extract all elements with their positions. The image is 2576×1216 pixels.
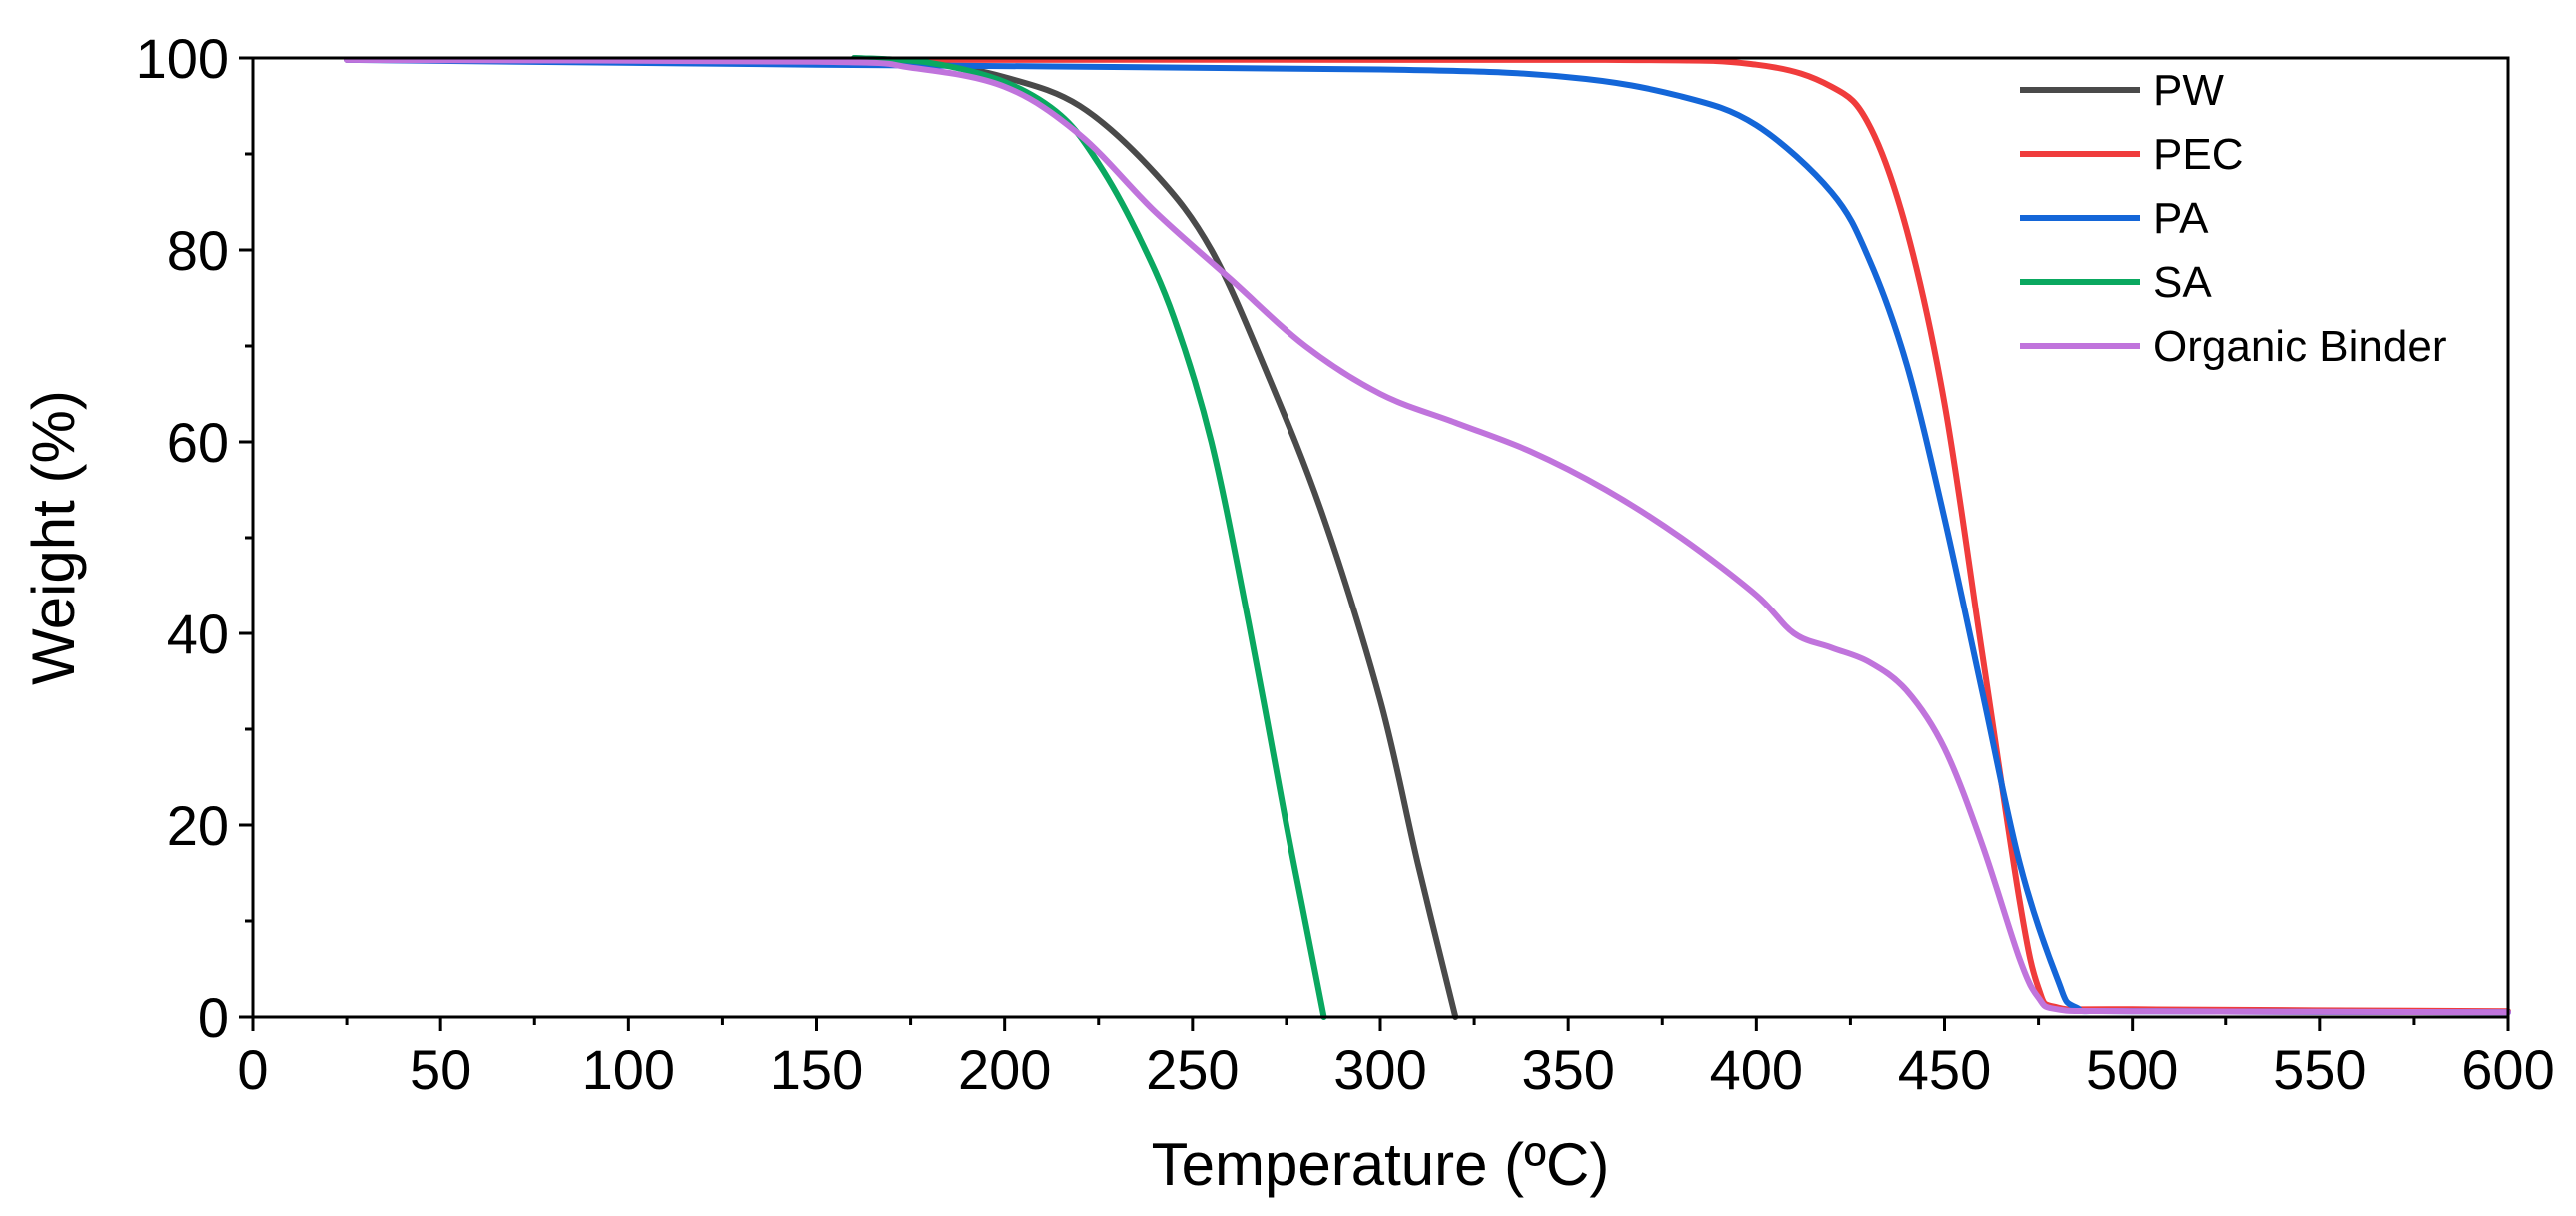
series-line-organic-binder [344,56,2511,1016]
legend-label-pa: PA [2153,194,2209,243]
series-line-sa [851,55,1327,1020]
y-tick-label: 40 [167,603,229,665]
legend-label-pw: PW [2153,66,2224,115]
x-tick-label: 450 [1898,1038,1991,1101]
series-line-pw [851,55,1459,1020]
x-tick-label: 550 [2273,1038,2366,1101]
x-tick-label: 150 [770,1038,863,1101]
y-tick-label: 0 [198,986,229,1049]
series-layer [344,55,2511,1020]
legend-label-pec: PEC [2153,130,2243,179]
x-tick-label: 300 [1333,1038,1426,1101]
y-tick-label: 60 [167,411,229,474]
x-tick-label: 0 [237,1038,268,1101]
x-tick-label: 200 [958,1038,1051,1101]
legend-label-sa: SA [2153,258,2212,307]
x-tick-label: 500 [2086,1038,2178,1101]
legend-label-organic-binder: Organic Binder [2153,322,2446,371]
x-axis-title: Temperature (ºC) [1152,1131,1610,1198]
legend: PW PEC PA SA Organic Binder [2020,66,2446,371]
x-tick-label: 350 [1521,1038,1614,1101]
x-tick-label: 400 [1710,1038,1803,1101]
x-tick-label: 600 [2461,1038,2554,1101]
series-line-pa [344,56,2511,1016]
y-tick-label: 80 [167,219,229,282]
x-tick-label: 100 [582,1038,675,1101]
y-tick-label: 20 [167,794,229,857]
y-tick-label: 100 [136,27,229,90]
y-axis-title: Weight (%) [20,390,87,685]
x-tick-label: 250 [1146,1038,1239,1101]
y-axis-ticks: 0 20 40 60 80 100 [136,27,253,1049]
x-tick-label: 50 [410,1038,471,1101]
x-axis-ticks: 0 50 100 150 200 250 300 350 400 450 500 550 600 [237,1017,2555,1101]
